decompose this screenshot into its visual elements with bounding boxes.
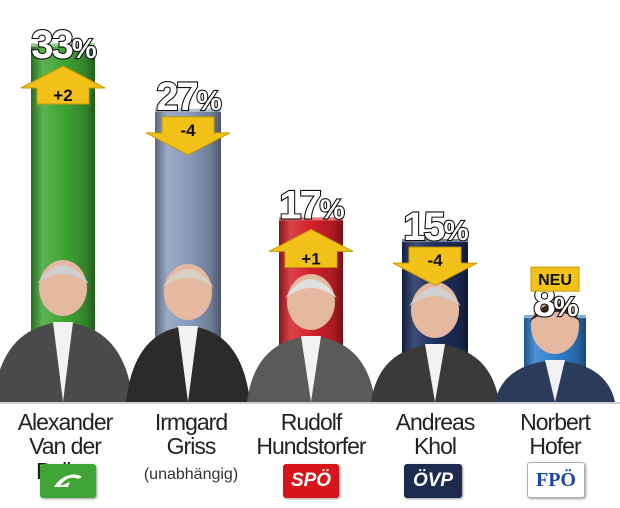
candidate-first-name: Alexander (17, 409, 114, 435)
value-label-1: 33% (31, 23, 97, 67)
value-label-4: 15% (403, 205, 469, 249)
fpo-logo: FPÖ (527, 462, 585, 498)
bar-cap-4 (402, 239, 468, 243)
candidate-collar-1 (53, 322, 73, 402)
candidate-last-name: Griss (166, 433, 217, 459)
candidate-collar-4 (425, 344, 445, 402)
value-label-3: 17% (279, 183, 345, 227)
candidate-last-name: Hundstorfer (256, 433, 366, 459)
change-label-2: -4 (180, 121, 196, 140)
chart-baseline (0, 402, 620, 404)
change-up-arrow-icon-3 (268, 228, 354, 268)
candidate-hair-5 (529, 303, 581, 322)
bar-cap-3 (279, 217, 343, 221)
candidate-hair-4 (409, 287, 461, 306)
value-label-2: 27% (156, 75, 222, 119)
change-label-4: -4 (427, 251, 443, 270)
green-party-logo (40, 464, 96, 498)
spo-logo: SPÖ (283, 464, 339, 498)
candidate-collar-2 (178, 326, 198, 402)
bar-cap-2 (155, 108, 221, 112)
candidate-last-name: Hofer (529, 433, 581, 459)
party-affiliation: (unabhängig) (143, 466, 239, 483)
candidate-first-name: Norbert (520, 409, 591, 435)
green-party-swoosh-icon (54, 474, 82, 487)
change-up-arrow-icon-1 (20, 65, 106, 105)
change-label-5: NEU (538, 272, 572, 289)
candidate-hair-3 (285, 279, 337, 298)
ovp-logo: ÖVP (404, 464, 462, 498)
candidate-first-name: Andreas (395, 409, 476, 435)
change-label-1: +2 (53, 86, 72, 105)
candidate-hair-2 (162, 269, 214, 288)
candidate-first-name: Irmgard (154, 409, 228, 435)
candidate-collar-5 (545, 360, 565, 402)
change-down-arrow-icon-2 (145, 116, 231, 156)
new-badge-5 (530, 266, 580, 292)
change-down-arrow-icon-4 (392, 246, 478, 286)
candidate-last-name: Khol (413, 433, 457, 459)
bar-cap-1 (31, 43, 95, 47)
candidate-hair-1 (37, 265, 89, 284)
change-label-3: +1 (301, 249, 320, 268)
candidate-first-name: Rudolf (280, 409, 342, 435)
candidate-collar-3 (301, 336, 321, 402)
